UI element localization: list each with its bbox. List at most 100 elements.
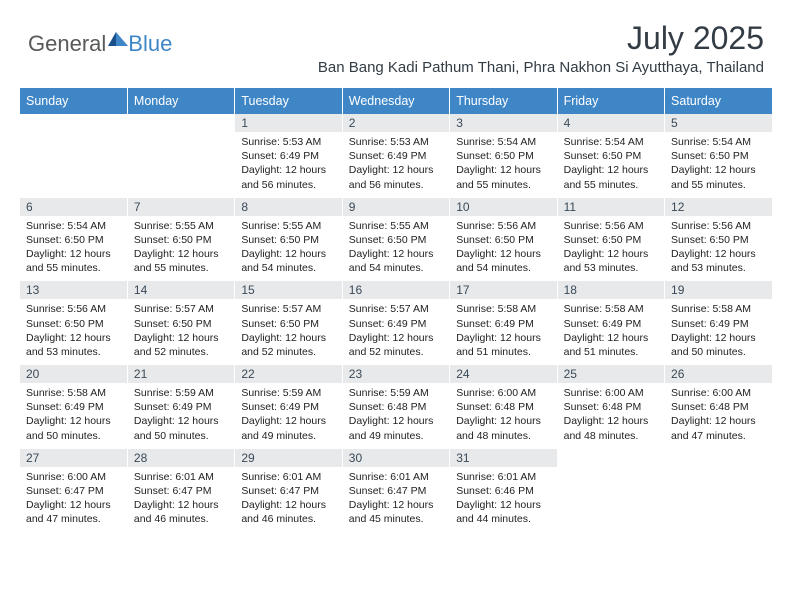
day-details: Sunrise: 5:58 AMSunset: 6:49 PMDaylight:… [558,299,664,365]
day-number-row: 12345 [20,114,772,132]
day-details: Sunrise: 5:56 AMSunset: 6:50 PMDaylight:… [450,216,556,282]
day-content-cell: Sunrise: 5:54 AMSunset: 6:50 PMDaylight:… [557,132,664,198]
day-number-cell [557,449,664,467]
day-details: Sunrise: 5:54 AMSunset: 6:50 PMDaylight:… [450,132,556,198]
calendar-body: 12345Sunrise: 5:53 AMSunset: 6:49 PMDayl… [20,114,772,532]
brand-blue: Blue [128,31,172,57]
day-details: Sunrise: 6:00 AMSunset: 6:48 PMDaylight:… [450,383,556,449]
day-details: Sunrise: 5:56 AMSunset: 6:50 PMDaylight:… [558,216,664,282]
day-content-cell: Sunrise: 5:55 AMSunset: 6:50 PMDaylight:… [235,216,342,282]
day-content-cell: Sunrise: 5:54 AMSunset: 6:50 PMDaylight:… [20,216,127,282]
day-number-cell: 9 [342,198,449,216]
day-details: Sunrise: 5:57 AMSunset: 6:50 PMDaylight:… [235,299,341,365]
day-content-row: Sunrise: 5:56 AMSunset: 6:50 PMDaylight:… [20,299,772,365]
day-number-cell: 2 [342,114,449,132]
day-details: Sunrise: 6:00 AMSunset: 6:47 PMDaylight:… [20,467,127,533]
day-content-cell: Sunrise: 5:59 AMSunset: 6:49 PMDaylight:… [127,383,234,449]
day-number-row: 2728293031 [20,449,772,467]
weekday-header: Sunday [20,88,127,114]
day-number-cell: 20 [20,365,127,383]
day-content-cell: Sunrise: 6:01 AMSunset: 6:46 PMDaylight:… [450,467,557,533]
day-details: Sunrise: 5:54 AMSunset: 6:50 PMDaylight:… [20,216,127,282]
day-content-cell: Sunrise: 6:01 AMSunset: 6:47 PMDaylight:… [235,467,342,533]
day-content-cell: Sunrise: 5:57 AMSunset: 6:50 PMDaylight:… [235,299,342,365]
day-number-cell: 17 [450,281,557,299]
day-details: Sunrise: 5:55 AMSunset: 6:50 PMDaylight:… [235,216,341,282]
day-number-cell [20,114,127,132]
weekday-header-row: Sunday Monday Tuesday Wednesday Thursday… [20,88,772,114]
day-details: Sunrise: 5:55 AMSunset: 6:50 PMDaylight:… [128,216,234,282]
weekday-header: Saturday [665,88,772,114]
day-number-row: 20212223242526 [20,365,772,383]
day-content-cell: Sunrise: 6:00 AMSunset: 6:47 PMDaylight:… [20,467,127,533]
day-details: Sunrise: 5:54 AMSunset: 6:50 PMDaylight:… [558,132,664,198]
title-block: July 2025 Ban Bang Kadi Pathum Thani, Ph… [318,20,764,76]
day-details: Sunrise: 5:53 AMSunset: 6:49 PMDaylight:… [235,132,341,198]
day-details: Sunrise: 5:55 AMSunset: 6:50 PMDaylight:… [343,216,449,282]
day-content-cell: Sunrise: 5:55 AMSunset: 6:50 PMDaylight:… [127,216,234,282]
day-number-cell: 27 [20,449,127,467]
day-number-cell: 25 [557,365,664,383]
day-details: Sunrise: 5:58 AMSunset: 6:49 PMDaylight:… [20,383,127,449]
day-number-cell: 14 [127,281,234,299]
day-details: Sunrise: 5:59 AMSunset: 6:49 PMDaylight:… [128,383,234,449]
day-number-cell: 24 [450,365,557,383]
day-number-cell: 13 [20,281,127,299]
day-number-row: 6789101112 [20,198,772,216]
day-details: Sunrise: 5:59 AMSunset: 6:49 PMDaylight:… [235,383,341,449]
day-number-cell: 8 [235,198,342,216]
weekday-header: Monday [127,88,234,114]
day-number-cell: 5 [665,114,772,132]
weekday-header: Thursday [450,88,557,114]
day-number-cell: 28 [127,449,234,467]
day-content-cell [127,132,234,198]
day-content-row: Sunrise: 5:53 AMSunset: 6:49 PMDaylight:… [20,132,772,198]
day-content-row: Sunrise: 6:00 AMSunset: 6:47 PMDaylight:… [20,467,772,533]
day-details: Sunrise: 6:01 AMSunset: 6:47 PMDaylight:… [235,467,341,533]
day-number-cell: 15 [235,281,342,299]
day-number-cell: 26 [665,365,772,383]
day-details: Sunrise: 5:56 AMSunset: 6:50 PMDaylight:… [20,299,127,365]
day-number-cell: 1 [235,114,342,132]
day-details: Sunrise: 5:59 AMSunset: 6:48 PMDaylight:… [343,383,449,449]
day-number-cell: 18 [557,281,664,299]
calendar-table: Sunday Monday Tuesday Wednesday Thursday… [20,88,772,532]
day-number-cell: 12 [665,198,772,216]
day-content-cell: Sunrise: 5:54 AMSunset: 6:50 PMDaylight:… [450,132,557,198]
day-content-cell [665,467,772,533]
day-number-cell: 3 [450,114,557,132]
day-content-cell [20,132,127,198]
day-details: Sunrise: 5:54 AMSunset: 6:50 PMDaylight:… [665,132,772,198]
day-content-cell: Sunrise: 5:56 AMSunset: 6:50 PMDaylight:… [665,216,772,282]
day-details: Sunrise: 5:58 AMSunset: 6:49 PMDaylight:… [665,299,772,365]
header: General Blue July 2025 Ban Bang Kadi Pat… [0,0,792,80]
month-title: July 2025 [318,20,764,57]
day-number-cell [127,114,234,132]
day-content-cell: Sunrise: 5:55 AMSunset: 6:50 PMDaylight:… [342,216,449,282]
brand-mark-icon [108,26,128,52]
brand-general: General [28,31,106,57]
day-content-cell: Sunrise: 6:01 AMSunset: 6:47 PMDaylight:… [127,467,234,533]
day-details: Sunrise: 5:53 AMSunset: 6:49 PMDaylight:… [343,132,449,198]
day-number-cell: 30 [342,449,449,467]
day-number-row: 13141516171819 [20,281,772,299]
day-details: Sunrise: 6:01 AMSunset: 6:47 PMDaylight:… [343,467,449,533]
weekday-header: Wednesday [342,88,449,114]
day-number-cell: 21 [127,365,234,383]
day-content-cell: Sunrise: 5:58 AMSunset: 6:49 PMDaylight:… [450,299,557,365]
day-number-cell: 16 [342,281,449,299]
day-number-cell: 23 [342,365,449,383]
day-content-cell: Sunrise: 5:59 AMSunset: 6:48 PMDaylight:… [342,383,449,449]
day-content-cell: Sunrise: 5:58 AMSunset: 6:49 PMDaylight:… [665,299,772,365]
day-details: Sunrise: 6:00 AMSunset: 6:48 PMDaylight:… [558,383,664,449]
day-details: Sunrise: 5:58 AMSunset: 6:49 PMDaylight:… [450,299,556,365]
day-content-cell: Sunrise: 5:58 AMSunset: 6:49 PMDaylight:… [557,299,664,365]
day-content-cell [557,467,664,533]
day-content-cell: Sunrise: 6:00 AMSunset: 6:48 PMDaylight:… [450,383,557,449]
weekday-header: Tuesday [235,88,342,114]
location-subtitle: Ban Bang Kadi Pathum Thani, Phra Nakhon … [318,59,764,76]
day-number-cell: 7 [127,198,234,216]
day-content-cell: Sunrise: 5:56 AMSunset: 6:50 PMDaylight:… [557,216,664,282]
day-details: Sunrise: 5:57 AMSunset: 6:50 PMDaylight:… [128,299,234,365]
day-number-cell: 22 [235,365,342,383]
